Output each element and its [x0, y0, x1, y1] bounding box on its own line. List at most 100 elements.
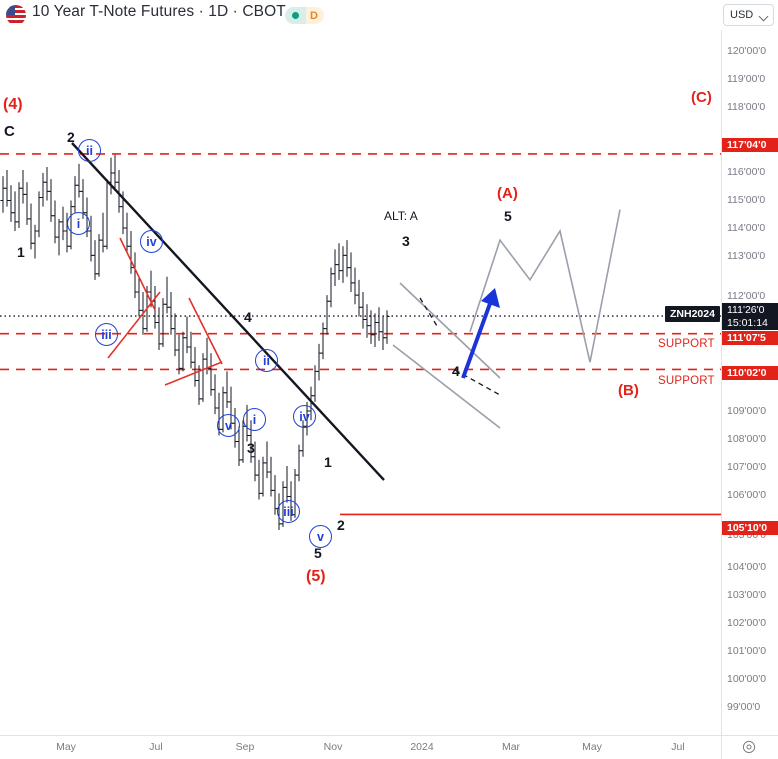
time-tick: Sep — [235, 741, 255, 753]
price-axis[interactable]: 120'00'0 119'00'0 118'00'0 116'00'0 115'00'0… — [721, 30, 778, 735]
time-tick: Jul — [671, 741, 685, 753]
dashed-path-2 — [454, 369, 501, 396]
price-tick: 120'00'0 — [727, 45, 767, 57]
price-tick: 103'00'0 — [727, 589, 767, 601]
ohlc-bar — [72, 176, 78, 213]
projection-path — [469, 209, 621, 363]
price-tick: 107'00'0 — [727, 461, 767, 473]
price-tick: 116'00'0 — [727, 166, 766, 178]
price-tick: 109'00'0 — [727, 405, 767, 417]
wave-label-4-right: 4 — [452, 363, 460, 379]
ohlc-bar — [284, 465, 290, 503]
ohlc-bar — [160, 298, 166, 347]
gray-channel-upper — [399, 282, 501, 379]
price-tick: 106'00'0 — [727, 489, 767, 501]
axis-settings-corner[interactable] — [721, 735, 778, 759]
ohlc-bar — [76, 163, 82, 198]
ohlc-bar — [312, 365, 318, 402]
ohlc-bar — [376, 307, 382, 341]
wave-label-1: 1 — [17, 244, 25, 260]
ohlc-bar — [112, 154, 118, 189]
chart-plot-area[interactable]: (4) (5) (A) (B) (C) C 1 2 3 4 1 2 5 3 4 … — [0, 30, 721, 735]
ohlc-bar — [356, 279, 362, 317]
symbol-title[interactable]: 10 Year T-Note Futures · 1D · CBOT — [32, 3, 286, 20]
wave-label-c-red: (C) — [691, 89, 712, 106]
resistance-tag: 117'04'0 — [722, 138, 778, 152]
price-tick: 119'00'0 — [727, 73, 766, 85]
ohlc-bar — [164, 276, 170, 314]
ohlc-bar — [12, 191, 18, 232]
target-tag: 105'10'0 — [722, 521, 778, 535]
market-status-pill[interactable]: D — [285, 7, 324, 24]
ohlc-bar — [0, 176, 6, 213]
ohlc-bar — [336, 243, 342, 280]
ohlc-bar — [364, 304, 370, 338]
ohlc-bars — [0, 154, 390, 531]
ohlc-bar — [316, 343, 322, 381]
chart-header: 10 Year T-Note Futures · 1D · CBOT D — [0, 0, 778, 30]
last-price-time: 15:01:14 — [722, 316, 778, 330]
ohlc-bar — [20, 169, 26, 204]
currency-value: USD — [730, 8, 754, 21]
market-open-dot-icon — [285, 7, 306, 24]
wave-label-5-red: (5) — [306, 568, 326, 585]
us-flag-icon — [6, 5, 26, 25]
ohlc-bar — [56, 218, 62, 256]
support-label-1: SUPPORT — [658, 338, 715, 350]
alt-a-label: ALT: A — [384, 209, 418, 223]
price-tick: 102'00'0 — [727, 617, 767, 629]
gear-icon[interactable] — [742, 740, 756, 754]
ohlc-bar — [8, 185, 14, 222]
red-trendline-2 — [107, 291, 161, 359]
ohlc-bar — [384, 310, 390, 344]
support-tag-1: 111'07'5 — [722, 331, 778, 345]
analysis-drawings — [71, 142, 621, 481]
currency-select[interactable]: USD — [723, 4, 774, 26]
price-tick: 100'00'0 — [727, 673, 767, 685]
wave-label-3-left: 3 — [247, 440, 255, 456]
circled-wave-v-2: v — [309, 525, 332, 548]
support-label-2: SUPPORT — [658, 375, 715, 387]
wave-label-5-low: 5 — [314, 545, 322, 561]
ohlc-bar — [332, 249, 338, 286]
circled-wave-iii-2: iii — [277, 500, 300, 523]
wave-label-c: C — [4, 123, 15, 140]
circled-wave-i-1: i — [67, 212, 90, 235]
ohlc-bar — [296, 444, 302, 482]
ohlc-bar — [184, 316, 190, 354]
price-tick: 118'00'0 — [727, 101, 766, 113]
blue-forecast-arrow — [461, 288, 500, 379]
price-chart-svg — [0, 142, 721, 531]
last-price-tag: 111'26'0 — [722, 303, 778, 317]
circled-wave-i-2: i — [243, 408, 266, 431]
red-trendline-1 — [119, 237, 156, 311]
wave-label-1-mid: 1 — [324, 454, 332, 470]
wave-label-2-low: 2 — [337, 517, 345, 533]
price-tick: 99'00'0 — [727, 701, 761, 713]
circled-wave-ii-2: ii — [255, 349, 278, 372]
ohlc-bar — [320, 322, 326, 360]
interval-badge: D — [306, 7, 324, 24]
ohlc-bar — [224, 371, 230, 408]
ohlc-bar — [372, 313, 378, 347]
ohlc-bar — [348, 252, 354, 293]
ohlc-bar — [340, 246, 346, 283]
ohlc-bar — [32, 224, 38, 259]
time-tick: 2024 — [410, 741, 434, 753]
ohlc-bar — [360, 292, 366, 329]
time-axis[interactable]: May Jul Sep Nov 2024 Mar May Jul — [0, 735, 778, 759]
chevron-down-icon — [758, 11, 769, 22]
contract-tag: ZNH2024 — [665, 306, 720, 322]
ohlc-bar — [132, 252, 138, 299]
circled-wave-ii-1: ii — [78, 139, 101, 162]
ohlc-bar — [36, 191, 42, 238]
ohlc-bar — [352, 267, 358, 305]
wave-label-2-top: 2 — [67, 129, 75, 145]
ohlc-bar — [40, 173, 46, 207]
wave-label-4-red: (4) — [3, 96, 23, 113]
ohlc-bar — [104, 179, 110, 250]
wave-label-4-mid: 4 — [244, 309, 252, 325]
price-tick: 115'00'0 — [727, 194, 766, 206]
price-tick: 108'00'0 — [727, 433, 767, 445]
